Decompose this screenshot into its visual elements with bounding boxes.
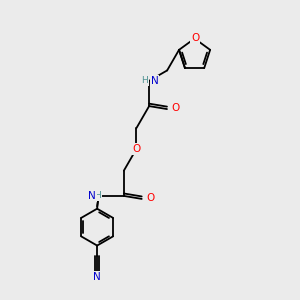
- Text: H: H: [141, 76, 148, 85]
- Text: N: N: [88, 191, 96, 201]
- Text: O: O: [132, 144, 141, 154]
- Text: H: H: [94, 191, 101, 200]
- Text: O: O: [191, 33, 199, 43]
- Text: N: N: [151, 76, 158, 86]
- Text: N: N: [93, 272, 101, 282]
- Text: O: O: [146, 193, 154, 203]
- Text: O: O: [171, 103, 179, 113]
